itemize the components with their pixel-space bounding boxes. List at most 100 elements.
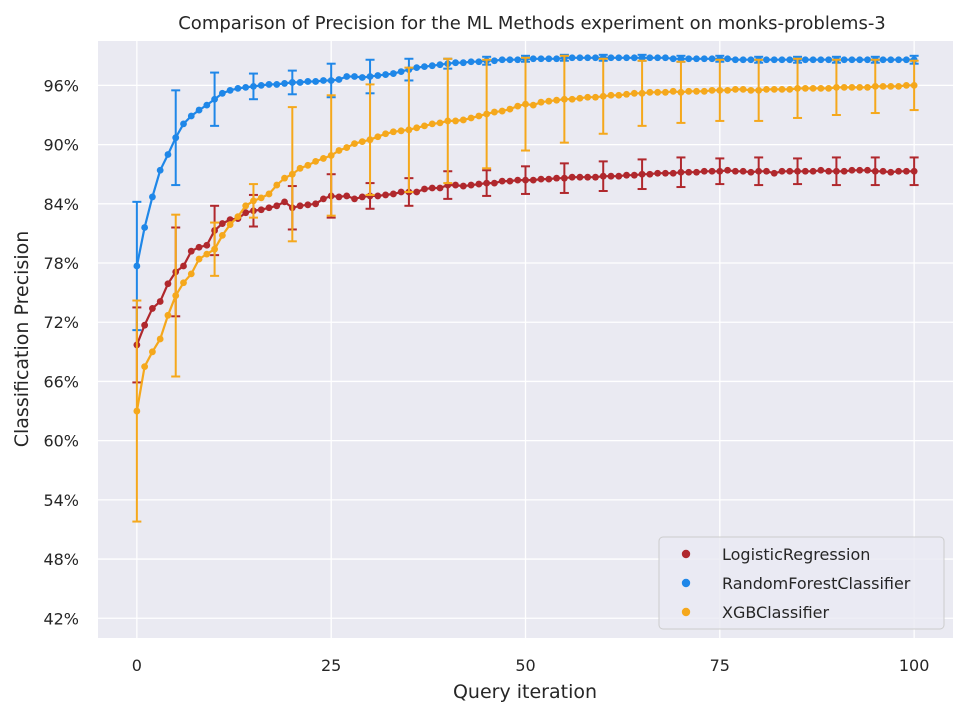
data-point: [514, 102, 522, 110]
data-point: [273, 202, 281, 210]
data-point: [273, 81, 281, 88]
legend-box: [658, 536, 945, 630]
x-axis-title: Query iteration: [453, 681, 597, 703]
data-point: [560, 95, 568, 103]
data-point: [242, 83, 250, 91]
legend-label: XGBClassifier: [722, 603, 830, 622]
data-point: [895, 167, 902, 175]
data-point: [374, 192, 382, 200]
data-point: [366, 73, 374, 80]
data-point: [584, 54, 592, 62]
data-point: [358, 138, 366, 146]
data-point: [576, 173, 584, 181]
data-point: [149, 193, 156, 201]
data-point: [584, 93, 592, 101]
y-tick-label: 54%: [43, 491, 79, 510]
data-point: [467, 114, 475, 122]
data-point: [646, 88, 654, 96]
data-point: [755, 86, 763, 94]
data-point: [195, 243, 203, 251]
data-point: [568, 54, 576, 62]
data-point: [265, 190, 273, 198]
data-point: [475, 180, 483, 188]
data-point: [522, 176, 529, 184]
data-point: [553, 55, 560, 63]
data-point: [133, 262, 141, 270]
y-tick-label: 66%: [43, 372, 79, 391]
y-tick-label: 60%: [43, 432, 79, 451]
data-point: [545, 97, 553, 105]
data-point: [164, 280, 172, 288]
data-point: [428, 62, 436, 70]
data-point: [537, 175, 545, 183]
data-point: [413, 188, 421, 196]
data-point: [397, 68, 405, 75]
data-point: [537, 55, 545, 63]
data-point: [421, 63, 428, 71]
data-point: [685, 87, 693, 95]
data-point: [817, 84, 825, 92]
data-point: [856, 83, 864, 91]
data-point: [211, 95, 218, 103]
data-point: [755, 167, 763, 175]
data-point: [731, 85, 739, 93]
data-point: [902, 82, 910, 89]
data-point: [304, 201, 312, 209]
data-point: [615, 91, 623, 99]
data-point: [568, 173, 576, 181]
data-point: [459, 182, 467, 190]
data-point: [335, 147, 343, 154]
data-point: [833, 83, 840, 91]
chart-title: Comparison of Precision for the ML Metho…: [178, 13, 886, 34]
legend-marker: [681, 578, 691, 588]
x-tick-label: 50: [515, 656, 535, 675]
y-axis-ticks: 42% 48% 54% 60% 66% 72% 78% 84% 90% 96%: [43, 76, 79, 628]
data-point: [902, 167, 910, 175]
data-point: [840, 56, 848, 64]
data-point: [685, 168, 693, 176]
data-point: [242, 209, 250, 217]
data-point: [879, 82, 887, 90]
data-point: [467, 181, 475, 189]
data-point: [887, 82, 895, 90]
data-point: [491, 179, 498, 187]
data-point: [599, 92, 607, 100]
data-point: [242, 202, 250, 210]
legend: LogisticRegression RandomForestClassifier…: [658, 536, 945, 630]
data-point: [708, 86, 716, 94]
data-point: [327, 152, 335, 159]
data-point: [638, 89, 646, 97]
data-point: [195, 255, 203, 263]
data-point: [778, 167, 786, 175]
data-point: [545, 175, 553, 183]
legend-marker: [681, 607, 691, 617]
data-point: [491, 57, 498, 65]
data-point: [234, 84, 242, 92]
data-point: [436, 119, 444, 127]
data-point: [817, 56, 825, 64]
data-point: [351, 73, 358, 80]
data-point: [677, 88, 685, 96]
data-point: [257, 82, 265, 89]
data-point: [747, 168, 755, 176]
data-point: [716, 167, 724, 175]
data-point: [444, 117, 452, 125]
data-point: [436, 61, 444, 69]
data-point: [662, 54, 669, 62]
legend-label: RandomForestClassifier: [722, 574, 911, 593]
data-point: [856, 56, 864, 64]
data-point: [304, 78, 312, 85]
y-tick-label: 78%: [43, 254, 79, 273]
data-point: [895, 56, 902, 64]
data-point: [731, 56, 739, 64]
data-point: [335, 76, 343, 83]
data-point: [382, 130, 389, 138]
data-point: [195, 106, 203, 114]
data-point: [623, 171, 630, 179]
data-point: [848, 166, 856, 174]
data-point: [654, 54, 662, 62]
data-point: [343, 73, 351, 80]
data-point: [662, 88, 669, 96]
data-point: [638, 170, 646, 178]
data-point: [483, 179, 491, 187]
